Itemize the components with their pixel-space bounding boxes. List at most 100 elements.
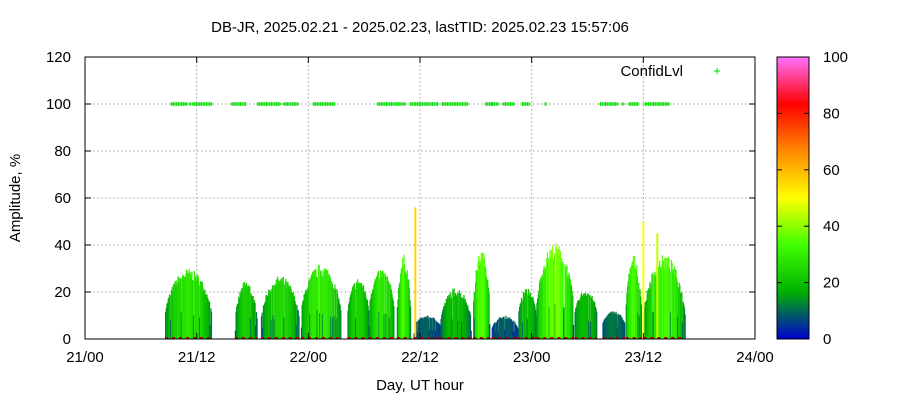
amplitude-bar-10-10 — [498, 318, 500, 339]
amplitude-bar-3-19 — [313, 270, 315, 339]
amplitude-bar-10-0 — [491, 327, 493, 339]
amplitude-bar-13-6 — [578, 300, 580, 339]
amplitude-bar-0-0 — [165, 311, 167, 339]
amplitude-bar-9-16 — [483, 253, 485, 339]
amplitude-bar-0-60 — [204, 289, 206, 339]
amplitude-bar-12-11 — [543, 266, 545, 339]
amplitude-bar-3-47 — [331, 283, 333, 339]
amplitude-bar-2-38 — [285, 279, 287, 339]
amplitude-bar-3-10 — [307, 287, 309, 339]
amplitude-bar-7-39 — [439, 324, 441, 339]
y-axis-label: Amplitude, % — [7, 154, 24, 242]
amplitude-bar-3-3 — [302, 300, 305, 339]
amplitude-bar-11-6 — [521, 300, 523, 339]
amplitude-bar-10-26 — [508, 319, 510, 339]
amplitude-bar-15-0 — [625, 304, 627, 339]
amplitude-bar-4-23 — [362, 286, 364, 339]
amplitude-bar-2-44 — [289, 285, 291, 339]
amplitude-bar-16-27 — [660, 267, 663, 339]
amplitude-bar-3-2 — [302, 301, 304, 339]
colorbar-tick-label-5: 100 — [823, 49, 848, 66]
amplitude-bar-15-23 — [640, 304, 643, 339]
amplitude-bar-16-62 — [683, 307, 686, 339]
amplitude-bar-1-29 — [253, 300, 256, 339]
amplitude-bar-9-11 — [480, 263, 482, 339]
amplitude-bar-16-33 — [664, 257, 667, 339]
amplitude-bar-13-23 — [589, 295, 591, 339]
amplitude-bar-0-18 — [176, 282, 179, 339]
amplitude-bar-0-47 — [195, 281, 198, 339]
amplitude-bar-2-43 — [288, 287, 290, 339]
amplitude-bar-13-33 — [596, 311, 598, 339]
amplitude-bar-14-23 — [617, 313, 619, 339]
amplitude-bar-13-18 — [586, 295, 588, 339]
amplitude-bar-16-30 — [662, 260, 665, 339]
amplitude-bar-12-6 — [540, 277, 542, 339]
x-tick-label-0: 21/00 — [66, 349, 104, 366]
amplitude-bar-5-16 — [379, 278, 381, 339]
amplitude-bar-2-46 — [290, 289, 292, 339]
amplitude-bar-8-16 — [450, 297, 453, 339]
amplitude-bar-16-26 — [660, 269, 662, 339]
amplitude-bar-2-0 — [260, 316, 263, 339]
amplitude-bar-10-2 — [492, 324, 495, 339]
amplitude-bar-1-33 — [256, 318, 258, 339]
amplitude-bar-7-34 — [435, 321, 438, 339]
amplitude-bar-1-9 — [240, 289, 242, 339]
amplitude-bar-0-33 — [186, 270, 188, 339]
amplitude-bar-13-30 — [594, 302, 596, 339]
confid-point-single-0 — [543, 102, 548, 106]
amplitude-bar-3-33 — [322, 275, 324, 339]
amplitude-bar-9-10 — [479, 259, 481, 339]
amplitude-bar-0-8 — [170, 320, 172, 339]
amplitude-bar-1-20 — [247, 285, 250, 339]
amplitude-bar-8-31 — [460, 297, 462, 339]
confid-point-3-13 — [277, 102, 282, 106]
amplitude-bar-0-10 — [171, 287, 173, 339]
amplitude-bar-10-17 — [502, 316, 504, 339]
amplitude-bar-5-11 — [375, 276, 378, 339]
amplitude-bar-14-17 — [613, 314, 615, 339]
amplitude-bar-15-13 — [634, 255, 636, 339]
amplitude-bar-0-39 — [190, 276, 192, 339]
amplitude-bar-4-24 — [362, 285, 365, 339]
amplitude-bar-0-40 — [191, 271, 193, 339]
amplitude-bar-0-46 — [195, 277, 197, 339]
amplitude-bar-12-10 — [542, 269, 545, 339]
confidlvl-points — [169, 102, 671, 106]
amplitude-bar-2-42 — [288, 285, 290, 339]
amplitude-bar-7-19 — [425, 317, 428, 339]
amplitude-bar-0-7 — [169, 295, 171, 339]
amplitude-bar-8-19 — [452, 291, 455, 339]
amplitude-bar-16-38 — [668, 258, 670, 339]
amplitude-bar-6-18 — [408, 287, 410, 339]
amplitude-bar-2-33 — [282, 282, 284, 339]
x-tick-label-3: 22/12 — [401, 349, 439, 366]
amplitude-bar-5-10 — [375, 279, 377, 339]
amplitude-bar-12-17 — [547, 261, 549, 339]
amplitude-bar-12-54 — [571, 290, 573, 339]
amplitude-bar-2-35 — [283, 316, 285, 339]
amplitude-bar-8-39 — [465, 303, 468, 339]
amplitude-bar-16-42 — [670, 259, 673, 339]
amplitude-bar-9-9 — [478, 265, 481, 339]
amplitude-bar-8-10 — [447, 296, 449, 339]
amplitude-bar-0-4 — [167, 298, 169, 339]
amplitude-bar-1-22 — [249, 286, 251, 339]
amplitude-bar-0-36 — [188, 269, 190, 339]
amplitude-bar-0-23 — [180, 278, 182, 339]
amplitude-bar-3-60 — [340, 310, 342, 339]
amplitude-bar-3-35 — [323, 268, 326, 339]
amplitude-bar-0-32 — [185, 269, 188, 339]
amplitude-bar-3-53 — [335, 318, 337, 339]
amplitude-bar-5-23 — [383, 314, 385, 339]
amplitude-bar-1-16 — [245, 285, 247, 339]
amplitude-bar-6-3 — [398, 284, 400, 339]
amplitude-bar-16-50 — [676, 277, 678, 339]
amplitude-bar-16-35 — [666, 257, 668, 339]
amplitude-bar-12-40 — [562, 261, 564, 339]
amplitude-bar-14-32 — [623, 321, 625, 339]
amplitude-bar-2-29 — [279, 280, 281, 339]
amplitude-bar-16-57 — [680, 293, 682, 339]
amplitude-bar-5-17 — [379, 270, 381, 339]
